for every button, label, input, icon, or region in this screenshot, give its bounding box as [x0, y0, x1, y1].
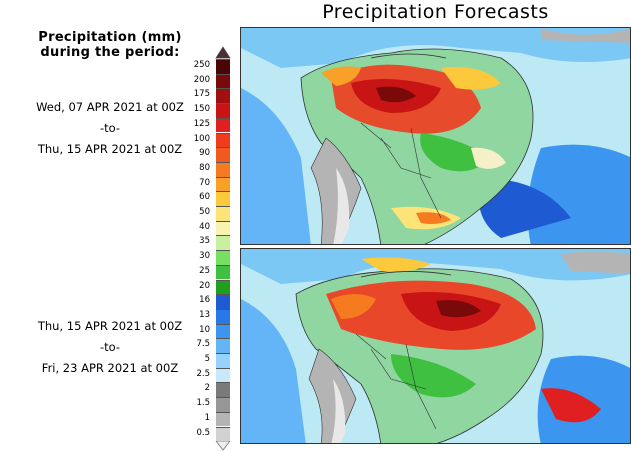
colorbar-swatch: [216, 426, 230, 442]
colorbar-tick-label: 5: [204, 354, 210, 364]
colorbar-swatch: [216, 147, 230, 162]
legend-heading-line2: during the period:: [40, 45, 180, 60]
colorbar-tick-label: 7.5: [196, 339, 210, 350]
period-2-label: Thu, 15 APR 2021 at 00Z -to- Fri, 23 APR…: [0, 316, 220, 379]
colorbar-tick-label: 35: [199, 236, 210, 247]
colorbar-swatch: [216, 191, 230, 206]
period-2-end: Fri, 23 APR 2021 at 00Z: [41, 361, 179, 375]
colorbar-tick-label: 1.5: [196, 398, 210, 409]
colorbar-swatch: [216, 367, 230, 383]
colorbar-tick-label: 10: [199, 324, 210, 335]
colorbar-tick-label: 80: [199, 162, 210, 173]
period-1-sep: -to-: [99, 121, 121, 135]
colorbar-swatch: [216, 206, 230, 221]
colorbar-tick-label: 150: [193, 104, 210, 115]
period-2-start: Thu, 15 APR 2021 at 00Z: [37, 319, 183, 333]
page-title: Precipitation Forecasts: [322, 1, 549, 23]
colorbar-swatch: [216, 88, 230, 104]
colorbar-tick-label: 50: [199, 207, 210, 217]
colorbar-tick-label: 100: [193, 133, 210, 144]
colorbar-swatch: [216, 250, 230, 265]
colorbar-swatch: [216, 411, 230, 427]
legend-heading-line1: Precipitation (mm): [38, 30, 182, 45]
colorbar-swatch: [216, 264, 230, 280]
colorbar-tick-label: 60: [199, 192, 210, 203]
colorbar-swatch: [216, 161, 230, 177]
colorbar-swatch: [216, 308, 230, 324]
colorbar-swatch: [216, 235, 230, 251]
period-1-label: Wed, 07 APR 2021 at 00Z -to- Thu, 15 APR…: [0, 97, 220, 160]
colorbar-tick-label: 2: [204, 383, 210, 394]
colorbar-tick-label: 1: [204, 412, 210, 423]
colorbar-swatch: [216, 59, 230, 74]
forecast-map-period-1: [240, 27, 631, 245]
colorbar-tick-label: 13: [199, 309, 210, 320]
colorbar-tick-label: 2.5: [196, 368, 210, 379]
colorbar-tick-label: 200: [193, 74, 210, 85]
period-1-end: Thu, 15 APR 2021 at 00Z: [37, 142, 183, 156]
forecast-map-1-canvas: [241, 28, 630, 244]
forecast-map-2-canvas: [241, 249, 630, 443]
colorbar-swatch: [216, 353, 230, 368]
legend-heading: Precipitation (mm) during the period:: [0, 30, 220, 60]
colorbar-swatch: [216, 103, 230, 118]
colorbar-tick-label: 90: [199, 148, 210, 159]
colorbar-tick-label: 20: [199, 280, 210, 291]
colorbar-tick-label: 0.5: [196, 427, 210, 438]
colorbar-swatch: [216, 323, 230, 339]
forecast-map-period-2: [240, 248, 631, 444]
colorbar-swatch: [216, 220, 230, 236]
colorbar-tick-label: 16: [199, 295, 210, 306]
period-2-sep: -to-: [99, 340, 121, 354]
colorbar-tick-label: 250: [193, 60, 210, 70]
colorbar-swatch: [216, 73, 230, 89]
colorbar-swatch: [216, 132, 230, 148]
colorbar-tick-label: 25: [199, 265, 210, 276]
colorbar-top-arrow-icon: [215, 46, 231, 59]
colorbar-swatch: [216, 176, 230, 192]
period-1-start: Wed, 07 APR 2021 at 00Z: [36, 100, 184, 114]
colorbar-swatch: [216, 397, 230, 412]
colorbar-tick-label: 125: [193, 118, 210, 129]
colorbar-swatch: [216, 382, 230, 398]
colorbar-tick-label: 175: [193, 89, 210, 100]
colorbar-tick-label: 40: [199, 221, 210, 232]
colorbar-swatch: [216, 294, 230, 309]
colorbar-swatch: [216, 117, 230, 133]
color-scale-legend: 250 200 175 150 125 100 90 80 70 60 50 40 35 30 25 20 16…: [194, 45, 240, 451]
colorbar-tick-label: 30: [199, 251, 210, 262]
colorbar-tick-label: 70: [199, 177, 210, 188]
colorbar-swatch: [216, 279, 230, 295]
colorbar-swatch: [216, 338, 230, 353]
colorbar-bottom-arrow-icon: [215, 441, 231, 451]
